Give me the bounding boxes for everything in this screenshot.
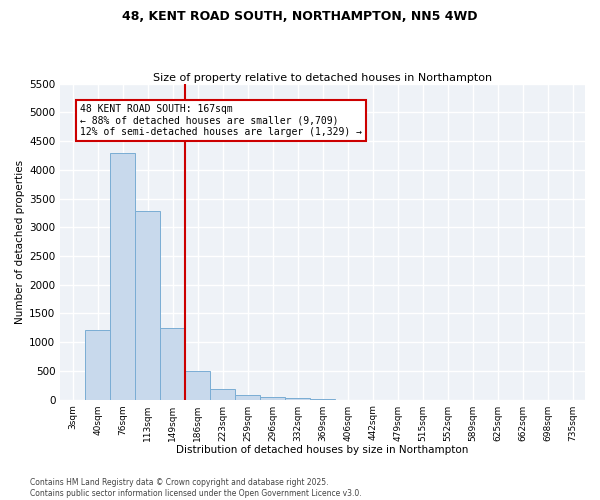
Text: Contains HM Land Registry data © Crown copyright and database right 2025.
Contai: Contains HM Land Registry data © Crown c… xyxy=(30,478,362,498)
Bar xyxy=(185,371,210,400)
Bar xyxy=(210,389,235,400)
Bar xyxy=(110,152,135,400)
Y-axis label: Number of detached properties: Number of detached properties xyxy=(15,160,25,324)
Bar xyxy=(160,328,185,400)
Bar xyxy=(285,398,310,400)
Text: 48 KENT ROAD SOUTH: 167sqm
← 88% of detached houses are smaller (9,709)
12% of s: 48 KENT ROAD SOUTH: 167sqm ← 88% of deta… xyxy=(80,104,362,137)
Bar xyxy=(260,396,285,400)
Bar xyxy=(310,399,335,400)
Text: 48, KENT ROAD SOUTH, NORTHAMPTON, NN5 4WD: 48, KENT ROAD SOUTH, NORTHAMPTON, NN5 4W… xyxy=(122,10,478,23)
Bar xyxy=(135,212,160,400)
Bar xyxy=(235,395,260,400)
X-axis label: Distribution of detached houses by size in Northampton: Distribution of detached houses by size … xyxy=(176,445,469,455)
Bar xyxy=(85,330,110,400)
Title: Size of property relative to detached houses in Northampton: Size of property relative to detached ho… xyxy=(153,73,492,83)
